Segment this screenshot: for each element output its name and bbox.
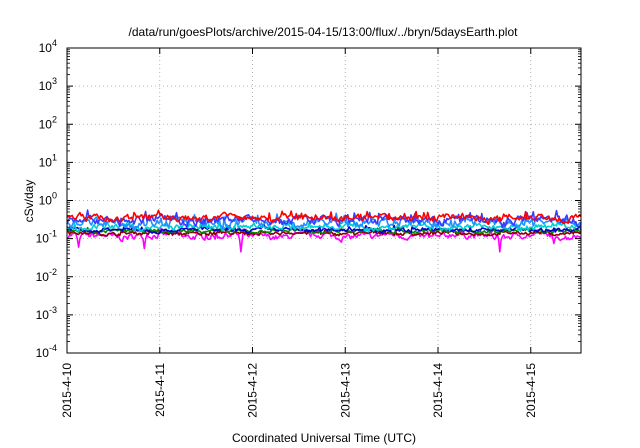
x-tick-label: 2015-4-11 bbox=[153, 363, 167, 417]
y-tick-label: 103 bbox=[39, 76, 57, 93]
x-tick-label: 2015-4-12 bbox=[246, 363, 260, 418]
y-axis: 10-4 10-3 10-2 10-1 100 101 102 103 104 bbox=[36, 38, 581, 360]
series-lines bbox=[66, 209, 582, 253]
x-axis: 2015-4-10 2015-4-11 2015-4-12 2015-4-13 2015… bbox=[60, 48, 538, 418]
x-axis-label: Coordinated Universal Time (UTC) bbox=[232, 431, 416, 445]
y-tick-label: 10-3 bbox=[36, 305, 57, 322]
grid bbox=[67, 48, 581, 353]
y-axis-label: cSv/day bbox=[22, 180, 36, 223]
y-tick-label: 100 bbox=[39, 191, 57, 208]
y-tick-label: 10-2 bbox=[36, 267, 57, 284]
y-tick-label: 101 bbox=[39, 152, 57, 169]
y-tick-label: 102 bbox=[39, 114, 57, 131]
series-line-8 bbox=[67, 209, 582, 225]
x-tick-label: 2015-4-13 bbox=[338, 363, 352, 418]
chart-title: /data/run/goesPlots/archive/2015-04-15/1… bbox=[129, 25, 519, 39]
series-line-5 bbox=[66, 219, 582, 233]
x-tick-label: 2015-4-14 bbox=[431, 363, 445, 418]
y-tick-label: 10-4 bbox=[36, 343, 57, 360]
y-tick-label: 10-1 bbox=[36, 229, 57, 246]
x-tick-label: 2015-4-10 bbox=[60, 363, 74, 418]
y-tick-label: 104 bbox=[39, 38, 57, 55]
series-line-3 bbox=[66, 226, 582, 235]
x-tick-label: 2015-4-15 bbox=[524, 363, 538, 418]
series-line-4 bbox=[66, 223, 582, 235]
